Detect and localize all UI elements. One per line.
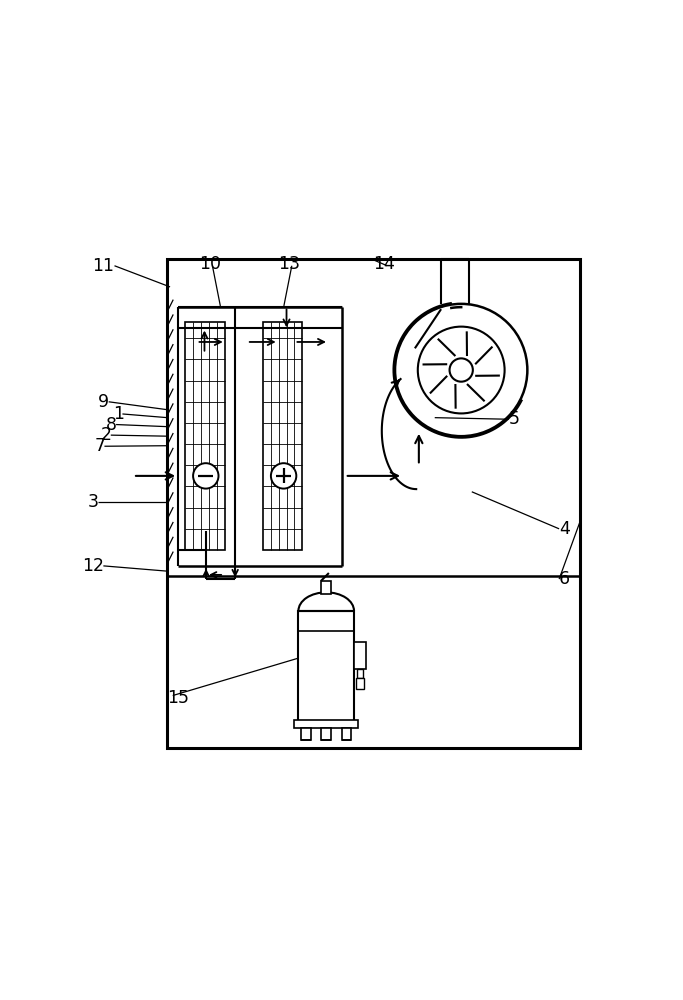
Text: 6: 6 <box>559 570 570 588</box>
Bar <box>263 322 303 550</box>
Bar <box>301 728 311 740</box>
Text: 9: 9 <box>98 393 109 411</box>
Bar <box>357 669 363 678</box>
Circle shape <box>449 358 473 382</box>
Text: 15: 15 <box>167 689 189 707</box>
Bar <box>354 642 365 669</box>
Text: 4: 4 <box>559 520 570 538</box>
Bar <box>322 728 331 740</box>
Text: 7: 7 <box>94 437 105 455</box>
Circle shape <box>395 304 527 436</box>
Bar <box>298 611 354 722</box>
Text: 5: 5 <box>509 410 520 428</box>
Text: 2: 2 <box>101 426 112 444</box>
Bar <box>294 720 359 728</box>
Circle shape <box>193 463 219 489</box>
Text: 1: 1 <box>113 405 124 423</box>
Text: 12: 12 <box>82 557 104 575</box>
Text: 3: 3 <box>87 493 98 511</box>
Bar <box>356 678 363 689</box>
Text: 10: 10 <box>199 255 221 273</box>
Bar <box>167 259 581 748</box>
Text: 13: 13 <box>278 255 300 273</box>
Text: 11: 11 <box>92 257 115 275</box>
Circle shape <box>271 463 296 489</box>
Bar <box>185 322 225 550</box>
Bar <box>342 728 351 740</box>
Bar <box>322 581 331 594</box>
Text: 8: 8 <box>106 416 117 434</box>
Text: 14: 14 <box>374 255 395 273</box>
